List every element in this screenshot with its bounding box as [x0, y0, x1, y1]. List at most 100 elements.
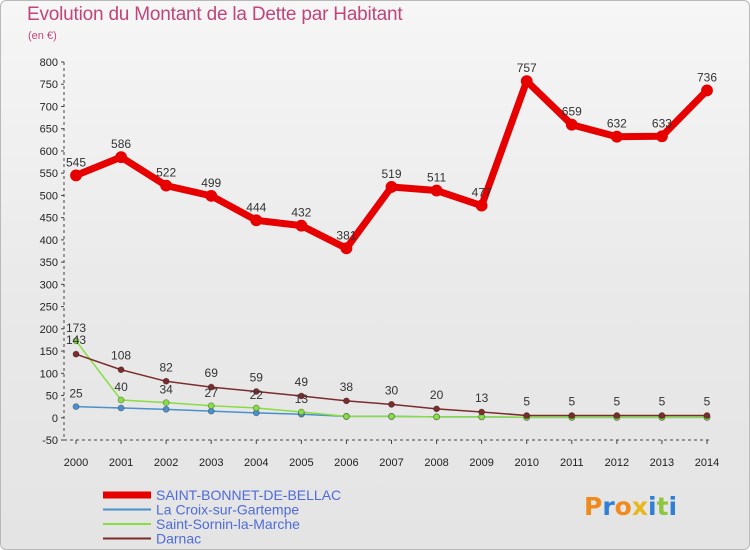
- data-point: [72, 337, 80, 345]
- x-tick-label: 2009: [469, 457, 493, 469]
- data-point: [523, 412, 531, 419]
- data-point: [205, 189, 218, 202]
- data-label: 499: [201, 176, 221, 190]
- data-point: [520, 75, 533, 88]
- data-point: [388, 413, 395, 420]
- x-tick-label: 2013: [650, 457, 674, 469]
- data-label: 40: [114, 380, 128, 394]
- x-tick-label: 2000: [64, 457, 88, 469]
- y-tick-label: 150: [40, 346, 58, 358]
- x-tick-label: 2011: [560, 457, 584, 469]
- data-point: [207, 383, 215, 391]
- x-tick-label: 2002: [154, 457, 178, 469]
- y-tick-label: 600: [40, 146, 58, 158]
- y-tick-label: 550: [40, 168, 58, 180]
- y-tick-label: 750: [40, 79, 58, 91]
- x-tick-label: 2007: [379, 457, 403, 469]
- data-label: 522: [156, 166, 176, 180]
- data-point: [656, 130, 668, 143]
- data-point: [613, 412, 621, 419]
- data-label: 108: [111, 349, 131, 363]
- data-point: [388, 401, 395, 408]
- data-label: 34: [159, 383, 173, 397]
- data-point: [701, 84, 713, 97]
- data-label: 27: [205, 386, 219, 400]
- data-point: [430, 184, 443, 197]
- data-label: 5: [614, 395, 621, 409]
- logo-letter: r: [602, 492, 615, 521]
- y-tick-label: 300: [40, 279, 58, 291]
- data-point: [162, 399, 170, 407]
- proxiti-logo: Proxiti: [584, 492, 677, 521]
- x-tick-label: 2006: [334, 457, 358, 469]
- x-tick-label: 2012: [605, 457, 629, 469]
- y-tick-label: 400: [40, 235, 58, 247]
- y-tick-label: 500: [40, 190, 58, 202]
- legend-label: Saint-Sornin-la-Marche: [156, 516, 300, 532]
- y-tick-label: 100: [40, 368, 58, 380]
- x-tick-label: 2005: [289, 457, 313, 469]
- data-label: 5: [523, 395, 530, 409]
- data-point: [162, 377, 170, 385]
- data-point: [70, 169, 82, 182]
- data-label: 444: [246, 200, 266, 214]
- data-point: [478, 408, 486, 416]
- data-point: [433, 413, 440, 421]
- data-point: [475, 199, 488, 212]
- data-point: [117, 366, 125, 374]
- logo-letter: P: [584, 492, 602, 521]
- x-tick-label: 2004: [244, 457, 268, 469]
- data-point: [207, 402, 215, 410]
- y-tick-label: -50: [42, 435, 58, 447]
- x-tick-label: 2014: [695, 457, 719, 469]
- data-point: [252, 388, 260, 395]
- data-label: 69: [205, 366, 219, 380]
- logo-letter: i: [669, 492, 678, 521]
- data-point: [72, 350, 80, 358]
- data-label: 5: [704, 395, 711, 409]
- data-label: 545: [66, 155, 86, 169]
- chart-title: Evolution du Montant de la Dette par Hab…: [27, 4, 403, 25]
- data-point: [610, 130, 623, 143]
- data-point: [565, 118, 578, 131]
- data-label: 659: [562, 105, 582, 119]
- y-tick-label: 250: [40, 302, 58, 314]
- y-tick-label: 0: [52, 413, 58, 425]
- data-point: [343, 413, 350, 420]
- data-label: 632: [607, 117, 627, 131]
- data-label: 173: [66, 321, 86, 335]
- x-tick-label: 2001: [109, 457, 133, 469]
- legend-label: SAINT-BONNET-DE-BELLAC: [156, 487, 341, 503]
- data-point: [250, 214, 263, 227]
- data-point: [117, 396, 125, 404]
- data-point: [162, 405, 170, 413]
- y-tick-label: 200: [40, 324, 58, 336]
- data-label: 38: [340, 380, 354, 394]
- data-label: 511: [427, 171, 446, 185]
- data-label: 13: [475, 391, 489, 405]
- y-tick-label: 700: [40, 101, 58, 113]
- logo-letter: x: [632, 492, 648, 521]
- data-point: [252, 404, 260, 412]
- data-label: 519: [381, 167, 401, 181]
- data-label: 59: [250, 371, 264, 385]
- data-label: 143: [66, 333, 86, 347]
- data-point: [160, 179, 173, 192]
- legend-label: La Croix-sur-Gartempe: [156, 502, 299, 518]
- logo-letter: t: [657, 492, 669, 521]
- x-tick-label: 2010: [514, 457, 538, 469]
- logo-text: Proxiti: [584, 492, 677, 521]
- data-label: 5: [568, 395, 575, 409]
- data-label: 20: [430, 388, 444, 402]
- data-label: 30: [385, 383, 399, 397]
- data-label: 5: [659, 395, 666, 409]
- data-label: 736: [697, 70, 717, 84]
- data-point: [568, 412, 576, 419]
- data-point: [72, 403, 80, 411]
- data-label: 25: [69, 387, 83, 401]
- data-label: 381: [336, 228, 356, 242]
